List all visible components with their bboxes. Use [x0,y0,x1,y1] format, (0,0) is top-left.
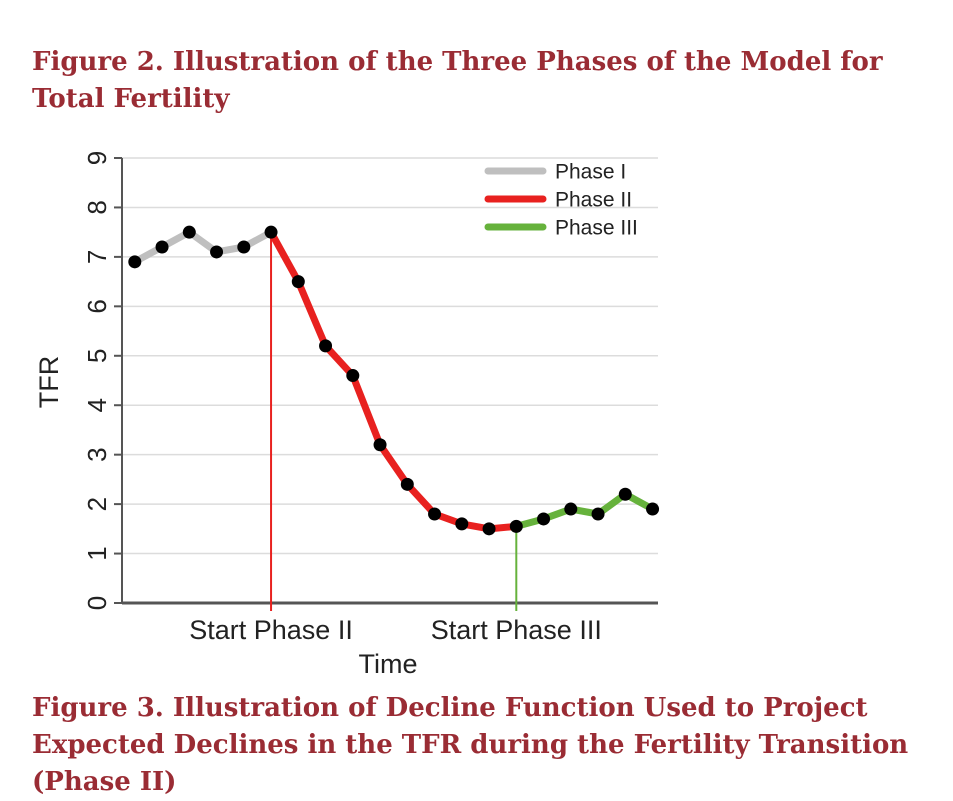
y-tick-label: 4 [82,398,112,412]
series-lines [131,228,657,533]
y-tick-label: 2 [82,497,112,511]
y-tick-label: 5 [82,349,112,363]
data-point [373,438,387,452]
y-tick-label: 6 [82,299,112,313]
legend-label: Phase I [555,160,626,183]
data-point [155,240,169,254]
series-line [267,228,520,533]
data-point [509,519,523,533]
data-point [128,255,142,269]
legend: Phase I Phase II Phase III [484,160,638,239]
y-tick-label: 1 [82,546,112,560]
legend-label: Phase II [555,188,632,211]
data-points [128,225,660,536]
tfr-phase-chart: 0 1 2 3 4 5 6 7 8 9 Start Phase II Start Phase III… [34,151,660,679]
data-point [346,369,360,383]
y-tick-label: 8 [82,200,112,214]
data-point [646,502,660,516]
data-point [210,245,224,259]
axes: 0 1 2 3 4 5 6 7 8 9 [82,151,658,610]
y-tick-label: 0 [82,596,112,610]
data-point [182,225,196,239]
data-point [591,507,605,521]
data-point [291,275,305,289]
y-tick-label: 7 [82,250,112,264]
y-tick-label: 9 [82,151,112,165]
legend-label: Phase III [555,216,638,239]
y-axis-title: TFR [34,356,64,408]
data-point [618,487,632,501]
figure-2-caption: Figure 2. Illustration of the Three Phas… [32,47,883,114]
figure-3-caption: Figure 3. Illustration of Decline Functi… [32,693,909,797]
series-line [512,490,657,530]
data-point [455,517,469,531]
data-point [564,502,578,516]
y-tick-label: 3 [82,447,112,461]
x-tick-label: Start Phase III [431,615,602,645]
data-point [400,477,414,491]
x-tick-label: Start Phase II [189,615,353,645]
phase-start-markers: Start Phase II Start Phase III [189,232,602,645]
data-point [537,512,551,526]
data-point [482,522,496,536]
data-point [264,225,278,239]
data-point [319,339,333,353]
x-axis-title: Time [359,649,418,679]
data-point [428,507,442,521]
data-point [237,240,251,254]
